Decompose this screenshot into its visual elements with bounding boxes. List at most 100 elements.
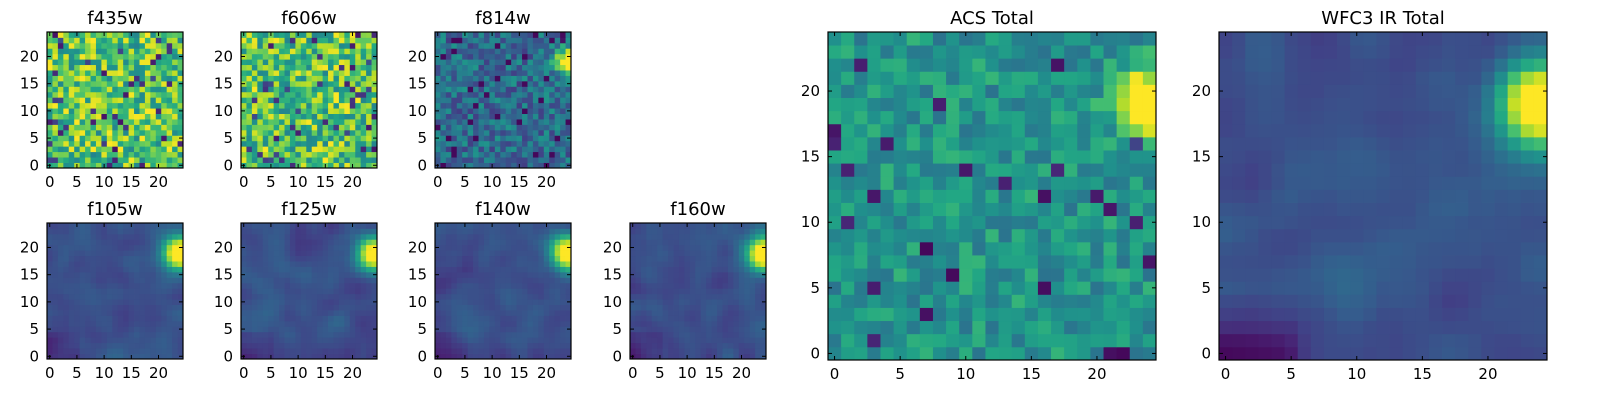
heatmap-cell — [532, 331, 539, 338]
heatmap-cell — [166, 288, 173, 295]
heatmap-cell — [1051, 268, 1065, 282]
heatmap-cell — [355, 113, 362, 120]
heatmap-cell — [749, 348, 756, 354]
heatmap-cell — [646, 348, 653, 354]
heatmap-cell — [279, 282, 285, 289]
heatmap-cell — [134, 342, 140, 349]
heatmap-cell — [172, 64, 178, 71]
heatmap-cell — [344, 239, 351, 246]
heatmap-cell — [289, 140, 296, 147]
heatmap-cell — [134, 337, 140, 344]
heatmap-cell — [57, 80, 64, 87]
heatmap-cell — [144, 315, 151, 322]
heatmap-cell — [1024, 176, 1039, 190]
heatmap-cell — [668, 277, 674, 284]
heatmap-cell — [880, 215, 894, 230]
heatmap-cell — [177, 228, 184, 235]
heatmap-cell — [90, 244, 97, 251]
heatmap-cell — [112, 70, 119, 76]
heatmap-cell — [919, 294, 934, 308]
heatmap-cell — [101, 59, 108, 66]
heatmap-cell — [257, 304, 264, 311]
heatmap-cell — [435, 42, 441, 49]
heatmap-cell — [311, 228, 318, 235]
heatmap-cell — [549, 129, 556, 136]
heatmap-cell — [355, 299, 362, 305]
heatmap-cell — [172, 310, 178, 316]
heatmap-cell — [117, 271, 124, 278]
heatmap-cell — [673, 320, 680, 327]
heatmap-cell — [47, 151, 53, 158]
heatmap-cell — [306, 108, 313, 114]
heatmap-cell — [251, 113, 258, 120]
heatmap-cell — [722, 244, 729, 251]
heatmap-cell — [565, 102, 572, 109]
heatmap-cell — [300, 97, 307, 104]
heatmap-cell — [262, 75, 269, 82]
heatmap-cell — [560, 310, 566, 316]
heatmap-cell — [74, 59, 81, 66]
heatmap-cell — [63, 97, 70, 104]
heatmap-cell — [106, 326, 113, 333]
heatmap-cell — [144, 70, 151, 76]
heatmap-cell — [1077, 176, 1091, 190]
heatmap-cell — [867, 150, 881, 164]
heatmap-cell — [733, 223, 740, 229]
heatmap-cell — [478, 140, 485, 147]
heatmap-cell — [284, 353, 291, 360]
heatmap-cell — [478, 129, 485, 136]
heatmap-cell — [289, 310, 296, 316]
heatmap-cell — [63, 53, 70, 60]
heatmap-cell — [467, 140, 474, 147]
heatmap-cell — [522, 102, 528, 109]
heatmap-cell — [251, 42, 258, 49]
heatmap-cell — [366, 53, 372, 60]
heatmap-cell — [657, 348, 664, 354]
heatmap-cell — [279, 80, 285, 87]
x-tick-label: 0 — [239, 364, 249, 382]
heatmap-cell — [268, 326, 275, 333]
heatmap-cell — [306, 342, 313, 349]
heatmap-cell — [128, 299, 135, 305]
heatmap-cell — [257, 97, 264, 104]
heatmap-cell — [483, 266, 490, 273]
heatmap-cell — [456, 135, 463, 142]
heatmap-cell — [166, 53, 173, 60]
heatmap-cell — [90, 113, 97, 120]
heatmap-cell — [333, 250, 340, 257]
heatmap-cell — [63, 135, 70, 142]
heatmap-cell — [144, 233, 151, 240]
heatmap-cell — [1011, 346, 1026, 361]
heatmap-cell — [1051, 255, 1065, 269]
heatmap-cell — [295, 299, 302, 305]
heatmap-cell — [311, 53, 318, 60]
heatmap-cell — [445, 59, 452, 66]
heatmap-cell — [906, 346, 921, 361]
heatmap-cell — [166, 140, 173, 147]
heatmap-cell — [554, 337, 561, 344]
heatmap-cell — [760, 331, 767, 338]
heatmap-cell — [689, 342, 696, 349]
heatmap-cell — [251, 91, 258, 98]
heatmap-cell — [366, 310, 372, 316]
heatmap-cell — [57, 223, 64, 229]
heatmap-cell — [360, 315, 367, 322]
heatmap-cell — [117, 250, 124, 257]
heatmap-cell — [52, 37, 59, 44]
heatmap-cell — [366, 320, 372, 327]
heatmap-cell — [505, 315, 512, 322]
heatmap-cell — [300, 75, 307, 82]
heatmap-cell — [360, 244, 367, 251]
heatmap-cell — [483, 337, 490, 344]
heatmap-cell — [322, 91, 329, 98]
heatmap-cell — [90, 157, 97, 163]
heatmap-cell — [139, 151, 146, 158]
heatmap-cell — [456, 162, 463, 169]
heatmap-cell — [532, 151, 539, 158]
heatmap-cell — [511, 53, 517, 60]
heatmap-cell — [311, 310, 318, 316]
heatmap-cell — [139, 326, 146, 333]
heatmap-cell — [322, 320, 329, 327]
heatmap-cell — [841, 189, 855, 203]
heatmap-cell — [695, 255, 702, 262]
